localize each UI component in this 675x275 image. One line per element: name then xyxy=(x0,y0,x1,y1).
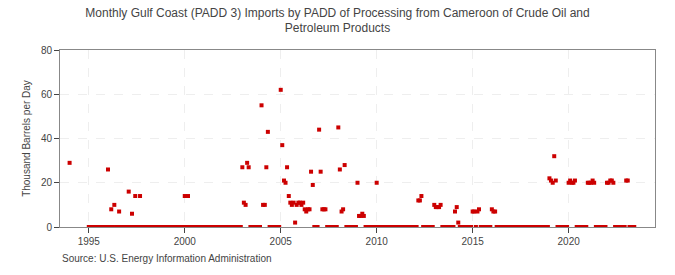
svg-text:1995: 1995 xyxy=(78,236,101,247)
svg-text:2005: 2005 xyxy=(270,236,293,247)
svg-text:Thousand Barrels per Day: Thousand Barrels per Day xyxy=(21,80,32,197)
svg-text:2015: 2015 xyxy=(462,236,485,247)
svg-text:Source: U.S. Energy Informatio: Source: U.S. Energy Information Administ… xyxy=(62,253,272,264)
svg-text:0: 0 xyxy=(46,222,52,233)
svg-text:2000: 2000 xyxy=(174,236,197,247)
svg-text:20: 20 xyxy=(41,177,53,188)
svg-text:40: 40 xyxy=(41,133,53,144)
svg-text:60: 60 xyxy=(41,89,53,100)
svg-text:Monthly Gulf Coast (PADD 3) Im: Monthly Gulf Coast (PADD 3) Imports by P… xyxy=(85,6,589,36)
svg-text:2020: 2020 xyxy=(558,236,581,247)
svg-text:80: 80 xyxy=(41,45,53,56)
svg-text:2010: 2010 xyxy=(366,236,389,247)
